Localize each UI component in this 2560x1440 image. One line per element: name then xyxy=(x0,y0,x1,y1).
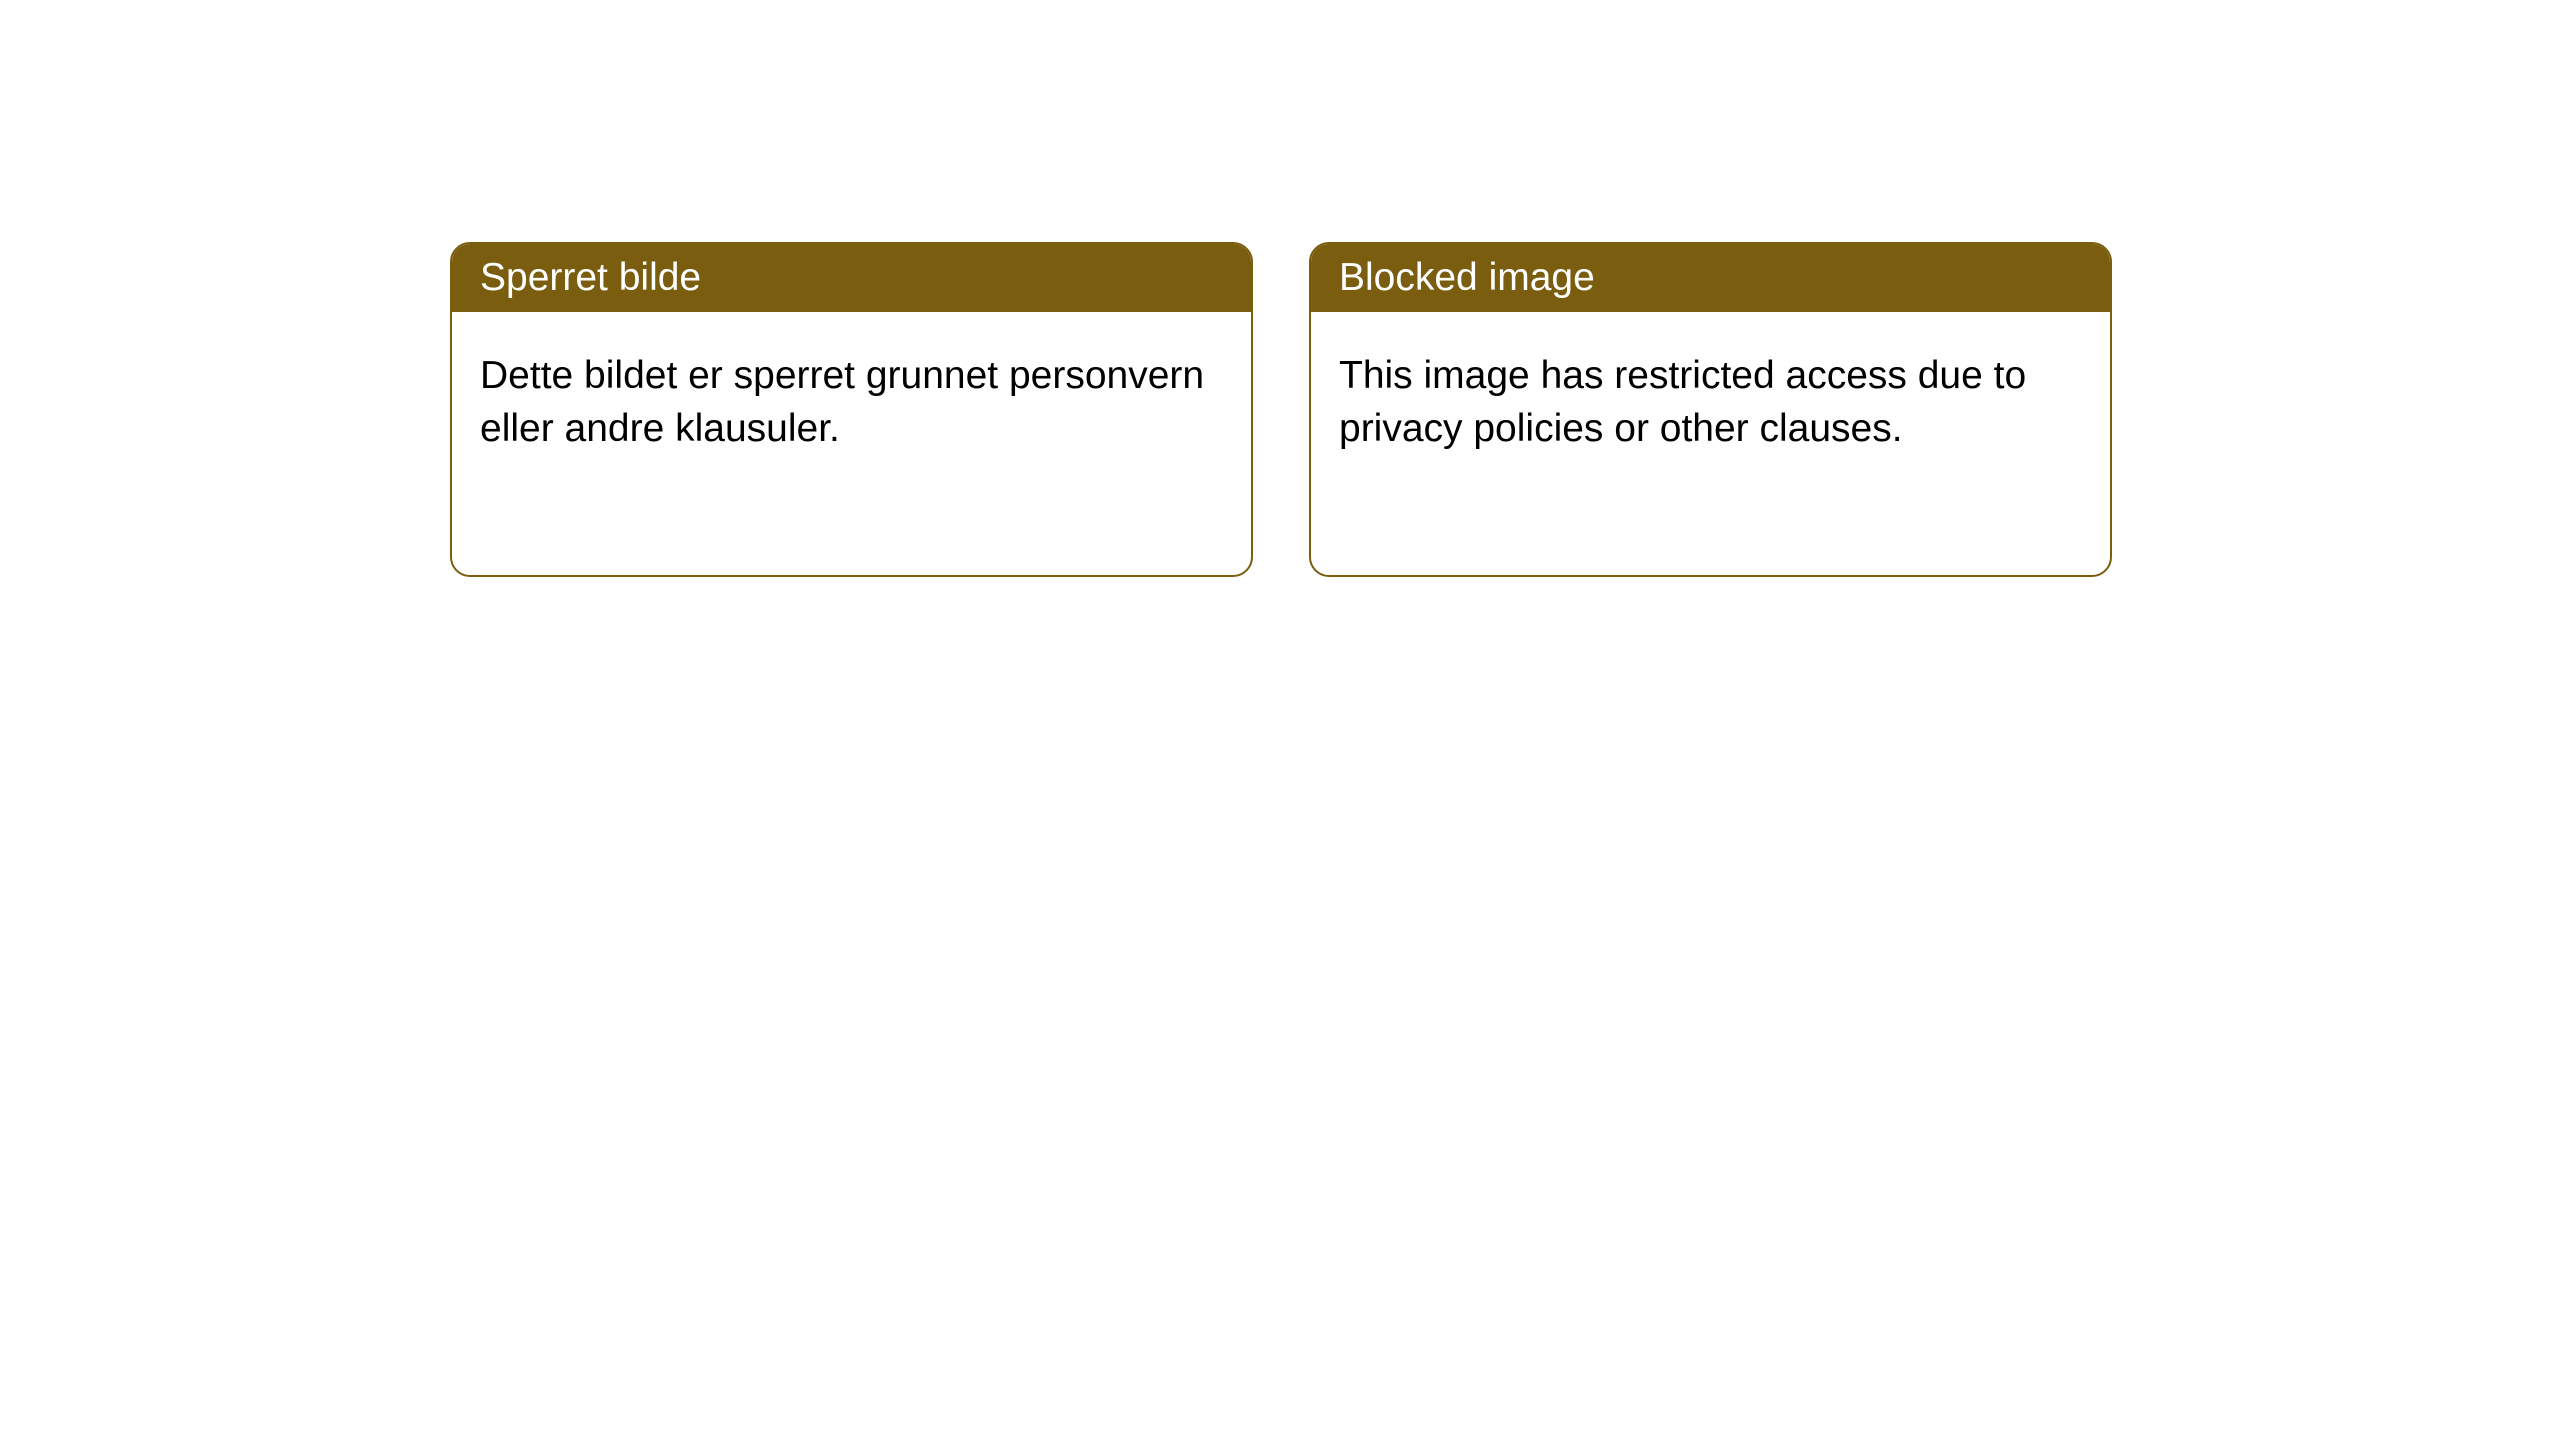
card-header-en: Blocked image xyxy=(1311,244,2110,312)
blocked-image-card-no: Sperret bilde Dette bildet er sperret gr… xyxy=(450,242,1253,577)
blocked-image-card-en: Blocked image This image has restricted … xyxy=(1309,242,2112,577)
notice-container: Sperret bilde Dette bildet er sperret gr… xyxy=(0,0,2560,577)
card-body-en: This image has restricted access due to … xyxy=(1311,312,2110,483)
card-header-no: Sperret bilde xyxy=(452,244,1251,312)
card-body-no: Dette bildet er sperret grunnet personve… xyxy=(452,312,1251,483)
